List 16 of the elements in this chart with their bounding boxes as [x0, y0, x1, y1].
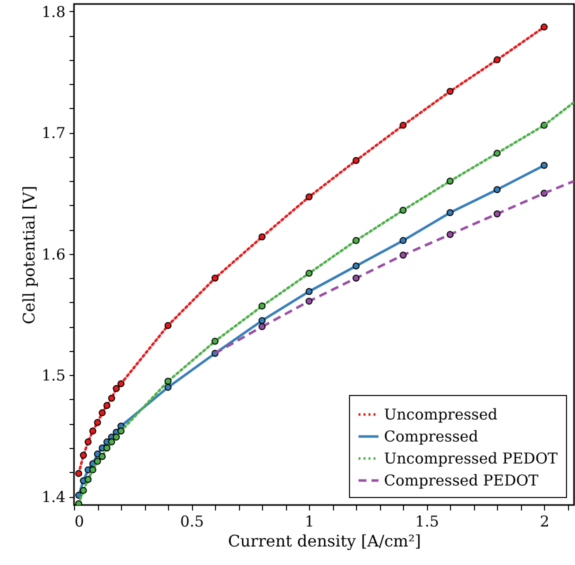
x-axis-title: Current density [A/cm²] — [228, 532, 422, 550]
x-tick-label: 0.5 — [180, 512, 204, 530]
y-tick-label: 1.4 — [42, 488, 66, 506]
y-axis-title: Cell potential [V] — [20, 186, 39, 324]
legend-label: Compressed PEDOT — [384, 472, 538, 490]
legend-label: Compressed — [384, 428, 479, 446]
x-tick-label: 0 — [74, 512, 84, 530]
legend-label: Uncompressed — [384, 406, 498, 424]
x-tick-label: 1 — [304, 512, 314, 530]
y-tick-label: 1.5 — [42, 366, 66, 385]
y-tick-label: 1.6 — [42, 245, 66, 264]
y-tick-label: 1.7 — [42, 124, 66, 142]
y-tick-label: 1.8 — [42, 2, 66, 21]
x-tick-label: 2 — [540, 512, 550, 530]
legend-label: Uncompressed PEDOT — [384, 450, 558, 468]
x-tick-label: 1.5 — [415, 512, 440, 530]
